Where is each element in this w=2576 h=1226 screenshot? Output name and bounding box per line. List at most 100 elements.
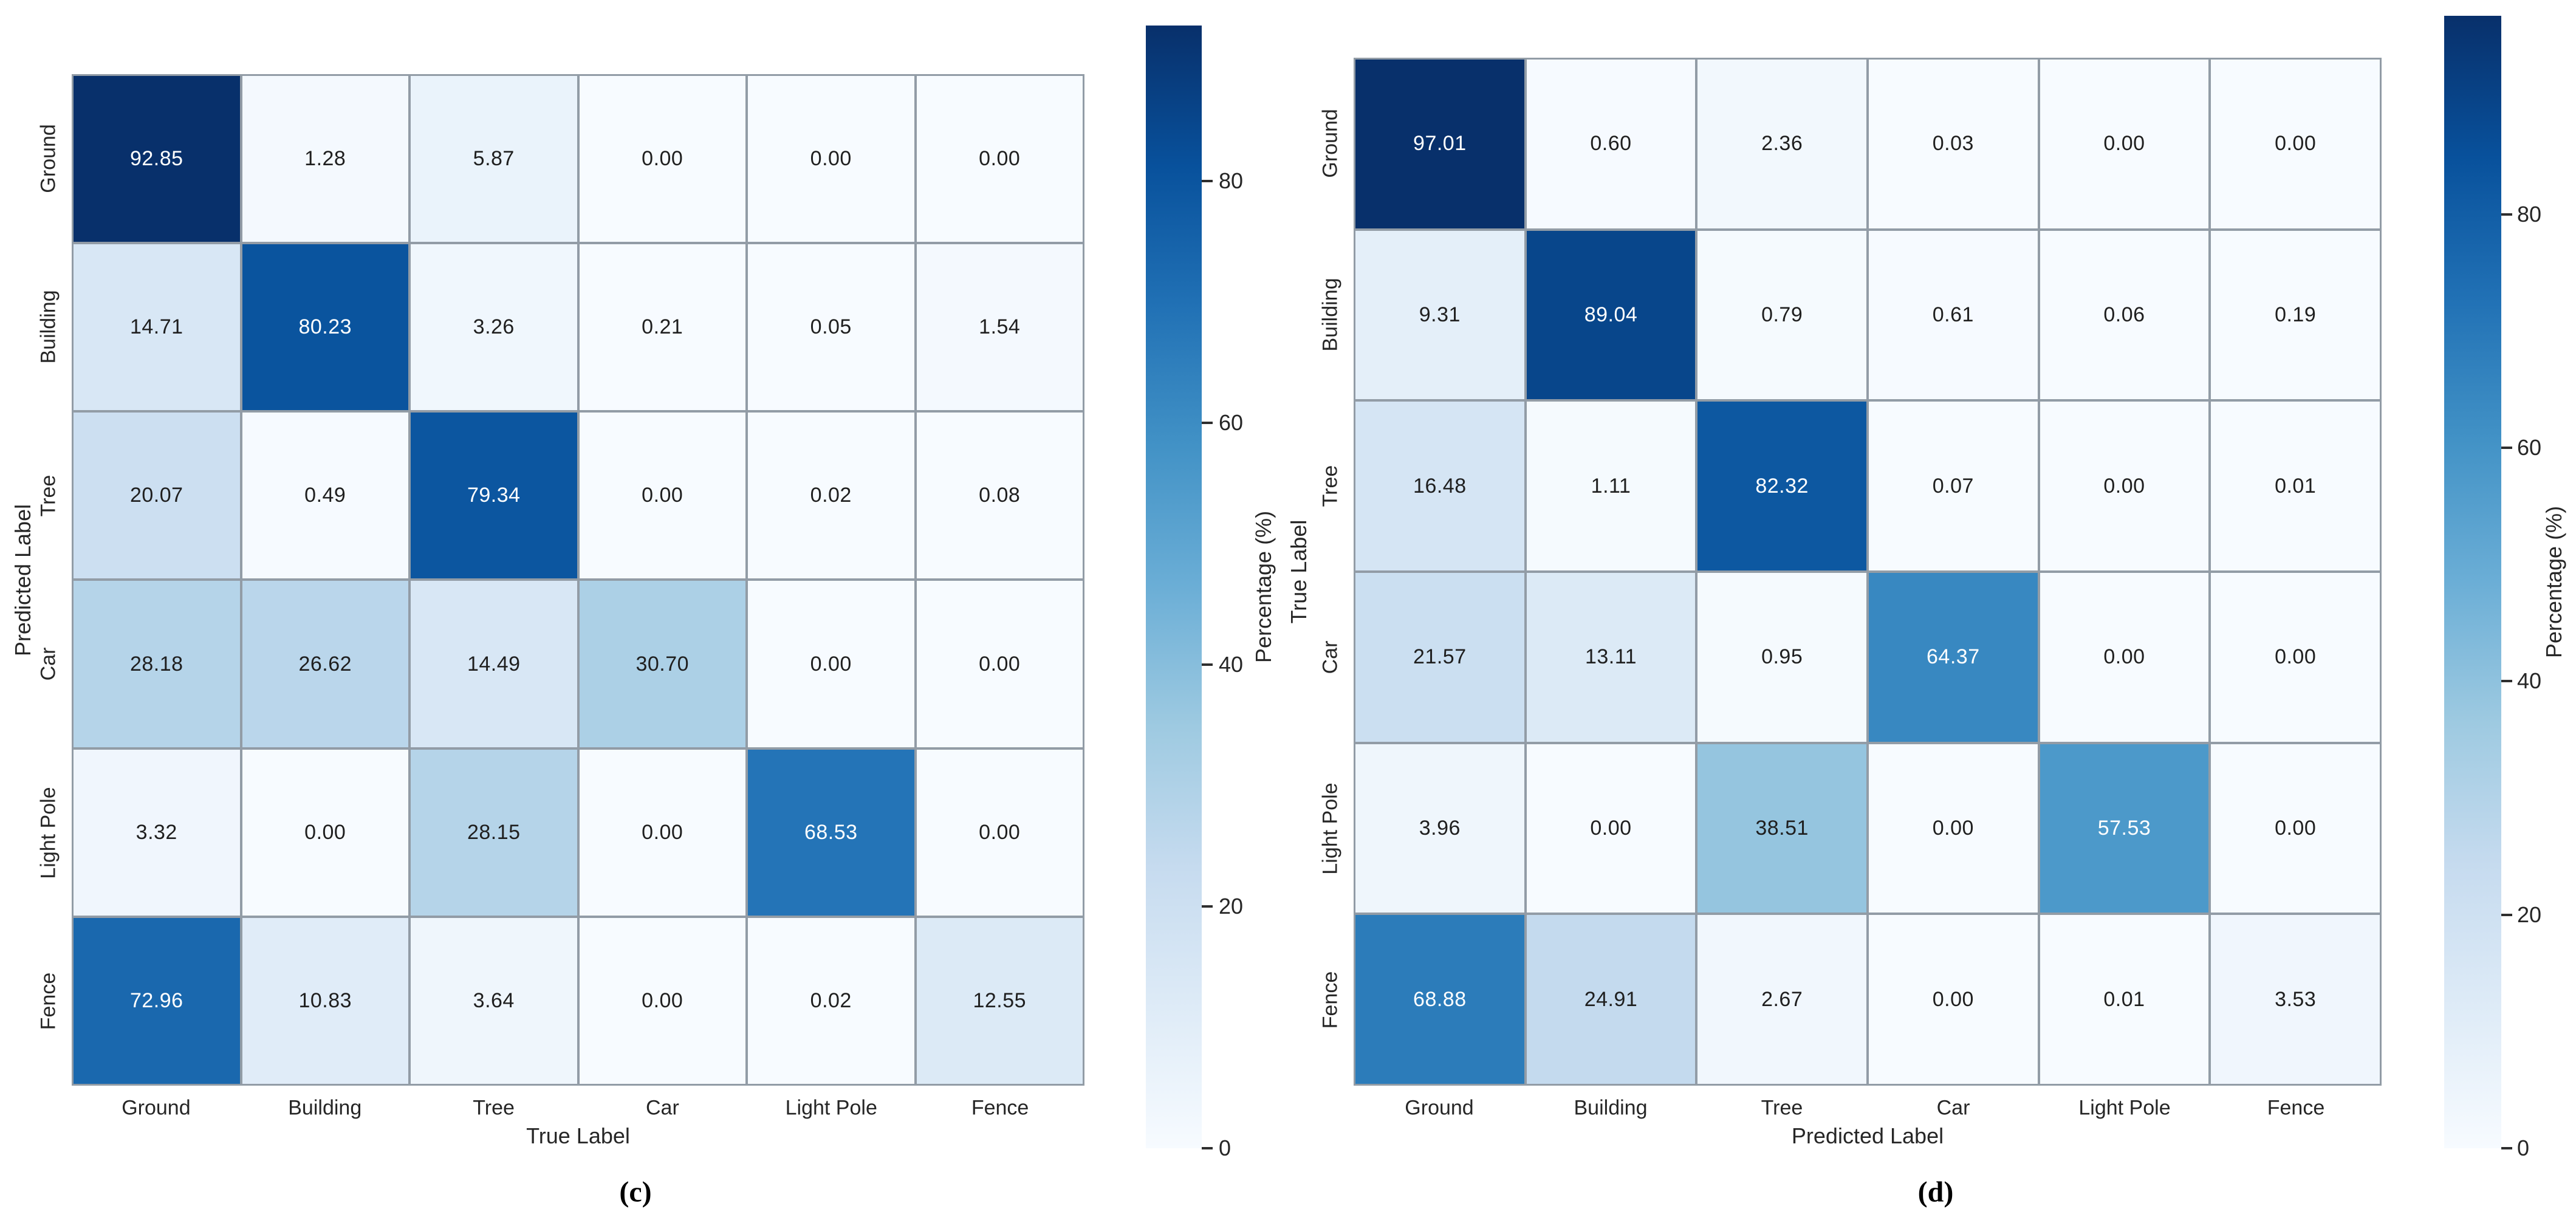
heatmap-cell: 30.70	[579, 581, 745, 747]
heatmap-cell: 0.00	[2211, 60, 2380, 228]
heatmap-cell: 3.32	[74, 749, 240, 916]
heatmap-cell: 0.00	[2211, 744, 2380, 913]
subfigure-caption-c: (c)	[619, 1176, 652, 1208]
heatmap-cell: 0.49	[242, 413, 408, 579]
heatmap-cell: 14.71	[74, 244, 240, 411]
colorbar-tick-label: 80	[1219, 168, 1244, 193]
heatmap-cell: 68.53	[748, 749, 914, 916]
y-tick-label: Tree	[36, 474, 60, 517]
heatmap-cell: 1.28	[242, 76, 408, 242]
heatmap-cell: 0.00	[1868, 744, 2038, 913]
heatmap-cell: 0.00	[1868, 915, 2038, 1084]
x-tick-label: Fence	[2267, 1096, 2325, 1120]
heatmap-cell: 9.31	[1355, 230, 1524, 400]
heatmap-cell: 72.96	[74, 917, 240, 1084]
heatmap-cell: 68.88	[1355, 915, 1524, 1084]
heatmap-cell: 0.00	[916, 749, 1083, 916]
colorbar-tick-mark	[1202, 663, 1213, 666]
heatmap-cell: 3.64	[411, 917, 577, 1084]
colorbar-tick-mark	[2501, 213, 2512, 216]
x-tick-label: Building	[288, 1096, 362, 1120]
heatmap-cell: 0.00	[579, 749, 745, 916]
colorbar-tick-mark	[1202, 905, 1213, 908]
heatmap-cell: 57.53	[2040, 744, 2209, 913]
y-tick-label: Light Pole	[36, 787, 60, 879]
heatmap-cell: 0.79	[1697, 230, 1866, 400]
heatmap-cell: 80.23	[242, 244, 408, 411]
heatmap-cell: 0.00	[2040, 572, 2209, 742]
heatmap-cell: 21.57	[1355, 572, 1524, 742]
heatmap-cell: 0.06	[2040, 230, 2209, 400]
heatmap-cell: 10.83	[242, 917, 408, 1084]
heatmap-cell: 3.26	[411, 244, 577, 411]
heatmap-cell: 0.19	[2211, 230, 2380, 400]
heatmap-cell: 2.67	[1697, 915, 1866, 1084]
heatmap-cell: 0.05	[748, 244, 914, 411]
heatmap-cell: 0.00	[2211, 572, 2380, 742]
heatmap-cell: 0.00	[1526, 744, 1696, 913]
heatmap-d: 97.01 0.60 2.36 0.03 0.00 0.00 9.31 89.04 0.79 0.…	[1354, 58, 2382, 1086]
x-tick-label: Ground	[122, 1096, 191, 1120]
y-tick-label: Fence	[36, 973, 60, 1030]
heatmap-cell: 0.00	[242, 749, 408, 916]
x-tick-label: Light Pole	[785, 1096, 877, 1120]
colorbar-tick-mark	[2501, 447, 2512, 450]
y-tick-label: Car	[1318, 640, 1342, 674]
heatmap-c: 92.85 1.28 5.87 0.00 0.00 0.00 14.71 80.23 3.26 0…	[72, 74, 1084, 1086]
colorbar-tick-label: 20	[1219, 893, 1244, 919]
heatmap-cell: 13.11	[1526, 572, 1696, 742]
colorbar-tick-mark	[2501, 680, 2512, 683]
heatmap-cell: 3.53	[2211, 915, 2380, 1084]
colorbar-tick-mark	[1202, 421, 1213, 424]
y-tick-label: Light Pole	[1318, 783, 1342, 875]
heatmap-cell: 0.00	[579, 76, 745, 242]
heatmap-cell: 0.95	[1697, 572, 1866, 742]
heatmap-cell: 0.00	[2040, 60, 2209, 228]
heatmap-cell: 82.32	[1697, 402, 1866, 570]
colorbar-d	[2444, 16, 2501, 1148]
colorbar-c	[1146, 26, 1202, 1148]
colorbar-tick-label: 20	[2517, 902, 2542, 927]
heatmap-cell: 89.04	[1526, 230, 1696, 400]
heatmap-cell: 0.21	[579, 244, 745, 411]
heatmap-cell: 92.85	[74, 76, 240, 242]
heatmap-cell: 12.55	[916, 917, 1083, 1084]
heatmap-cell: 0.60	[1526, 60, 1696, 228]
x-tick-label: Building	[1574, 1096, 1648, 1120]
heatmap-cell: 0.00	[579, 917, 745, 1084]
colorbar-label-d: Percentage (%)	[2541, 505, 2566, 659]
colorbar-label-c: Percentage (%)	[1251, 510, 1276, 663]
x-tick-label: Light Pole	[2078, 1096, 2171, 1120]
heatmap-cell: 0.00	[916, 76, 1083, 242]
y-tick-label: Building	[1318, 278, 1342, 352]
heatmap-cell: 64.37	[1868, 572, 2038, 742]
y-axis-title-c: Predicted Label	[10, 504, 35, 656]
x-tick-label: Car	[1936, 1096, 1970, 1120]
heatmap-cell: 28.15	[411, 749, 577, 916]
colorbar-tick-label: 80	[2517, 201, 2542, 227]
x-tick-label: Fence	[971, 1096, 1029, 1120]
subfigure-caption-d: (d)	[1917, 1176, 1954, 1208]
colorbar-tick-mark	[2501, 913, 2512, 916]
colorbar-tick-label: 60	[2517, 435, 2542, 461]
heatmap-cell: 0.00	[579, 413, 745, 579]
heatmap-cell: 0.02	[748, 917, 914, 1084]
x-axis-title-d: Predicted Label	[1791, 1123, 1944, 1148]
heatmap-cell: 0.08	[916, 413, 1083, 579]
heatmap-cell: 14.49	[411, 581, 577, 747]
heatmap-cell: 5.87	[411, 76, 577, 242]
heatmap-cell: 0.00	[748, 76, 914, 242]
x-tick-label: Tree	[1761, 1096, 1803, 1120]
colorbar-tick-label: 60	[1219, 409, 1244, 435]
y-axis-title-d: True Label	[1286, 519, 1311, 624]
y-tick-label: Building	[36, 290, 60, 364]
heatmap-cell: 1.11	[1526, 402, 1696, 570]
y-tick-label: Fence	[1318, 971, 1342, 1029]
x-tick-label: Car	[646, 1096, 679, 1120]
heatmap-cell: 20.07	[74, 413, 240, 579]
x-axis-title-c: True Label	[526, 1123, 630, 1148]
y-tick-label: Ground	[36, 124, 60, 193]
colorbar-tick-mark	[1202, 1147, 1213, 1149]
heatmap-cell: 3.96	[1355, 744, 1524, 913]
